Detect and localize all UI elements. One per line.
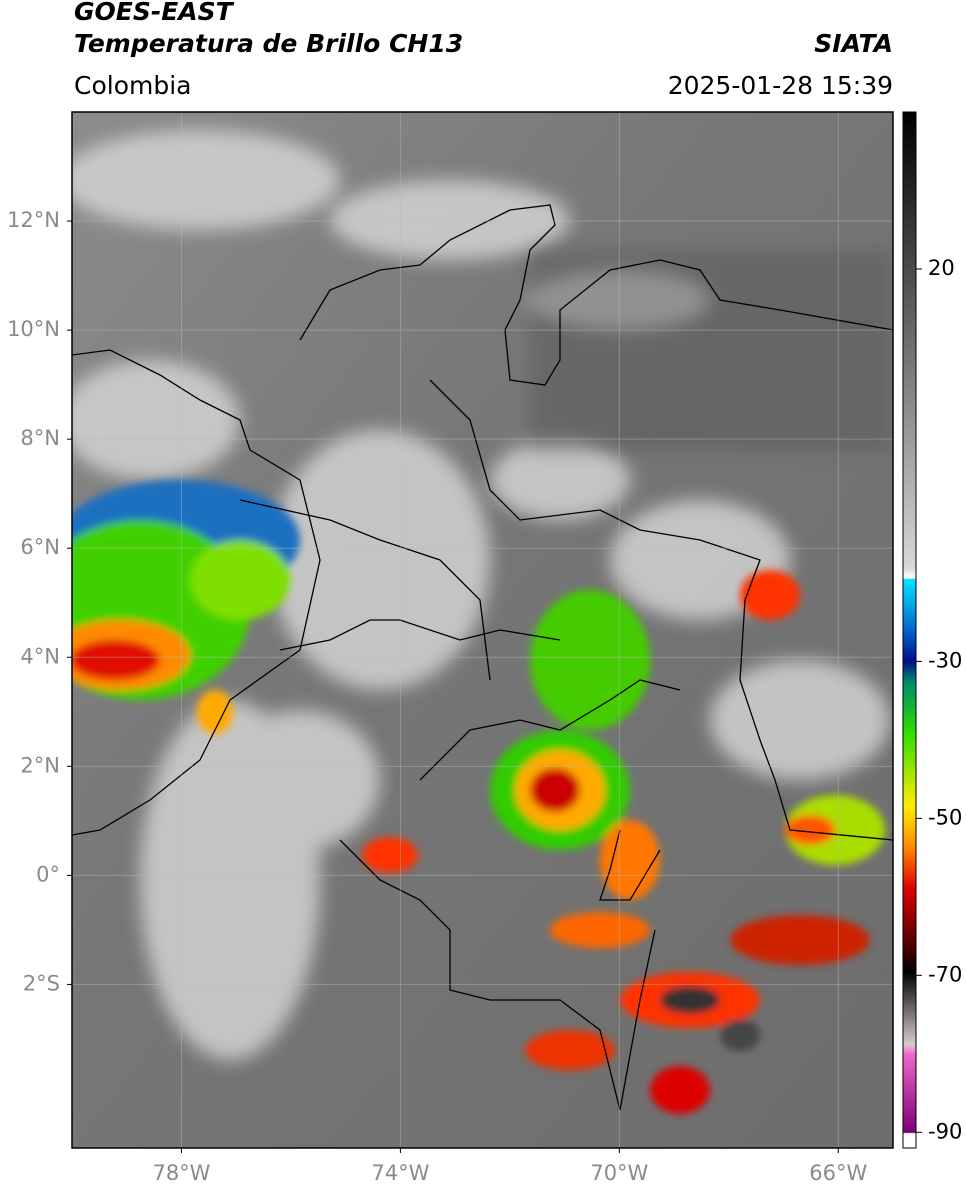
colorbar-tick-label: -70 <box>928 962 962 986</box>
y-tick-label: 8°N <box>20 426 60 450</box>
map-frame <box>71 111 894 1149</box>
title: GOES-EAST <box>74 0 235 26</box>
y-tick-label: 4°N <box>20 644 60 668</box>
colorbar-tick-label: -30 <box>928 648 962 672</box>
colorbar-tick-label: 20 <box>928 256 955 280</box>
colorbar-tick-label: -90 <box>928 1119 962 1143</box>
satellite-image <box>72 112 893 1148</box>
y-tick-label: 2°N <box>20 753 60 777</box>
graticule <box>72 112 893 1148</box>
x-tick-label: 74°W <box>371 1161 429 1185</box>
colorbar <box>902 111 917 1149</box>
colorbar-tick-label: -50 <box>928 805 962 829</box>
x-tick-label: 78°W <box>152 1161 210 1185</box>
datetime: 2025-01-28 15:39 <box>668 71 893 100</box>
y-tick-label: 0° <box>36 862 60 886</box>
y-tick-label: 2°S <box>23 971 60 995</box>
y-tick-label: 10°N <box>7 317 60 341</box>
y-tick-label: 12°N <box>7 208 60 232</box>
x-tick-label: 70°W <box>590 1161 648 1185</box>
subtitle: Temperatura de Brillo CH13 <box>74 29 463 58</box>
y-tick-label: 6°N <box>20 535 60 559</box>
source: SIATA <box>814 29 893 58</box>
region: Colombia <box>74 71 191 100</box>
x-tick-label: 66°W <box>809 1161 867 1185</box>
